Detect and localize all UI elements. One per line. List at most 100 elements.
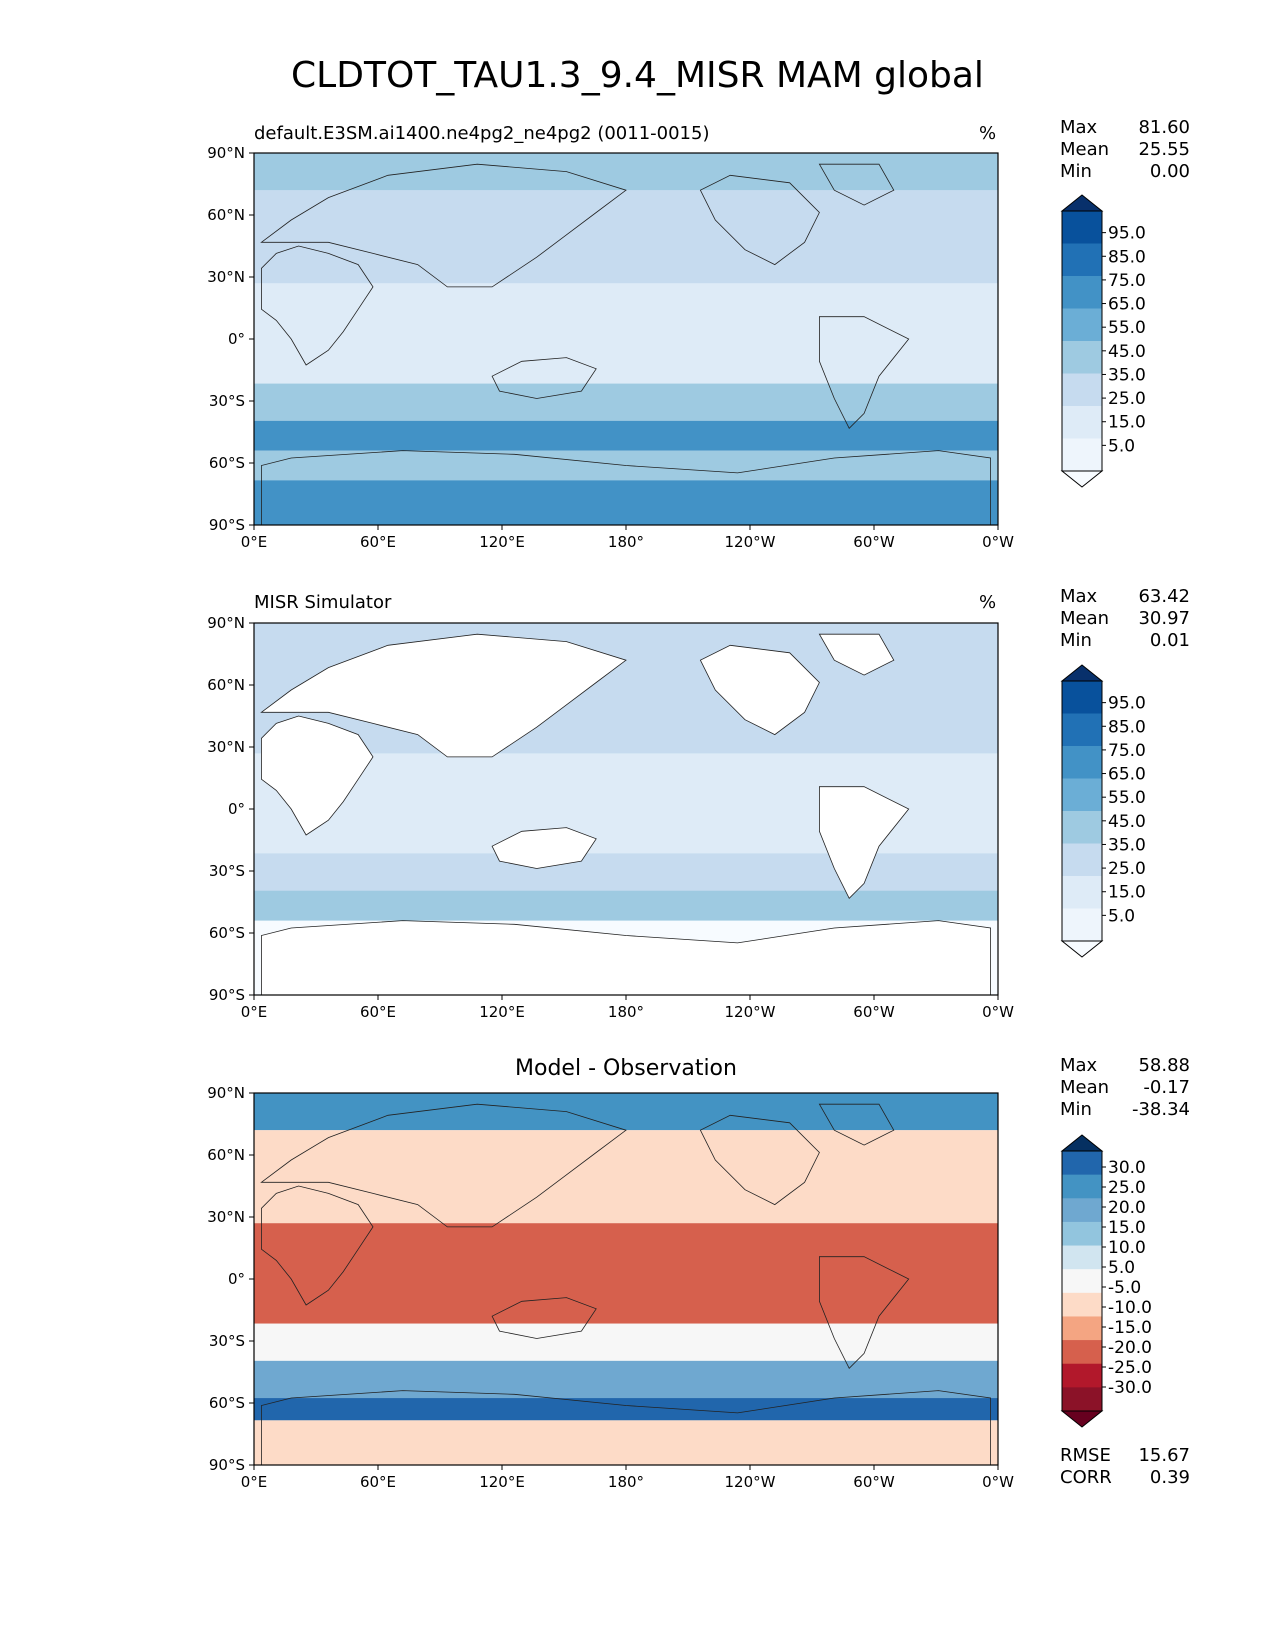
colorbar-extend-max: [1060, 1134, 1104, 1152]
coastline: [260, 633, 627, 758]
coastline: [260, 450, 991, 525]
x-tick-label: 120°E: [479, 1003, 525, 1021]
colorbar-tick-label: 75.0: [1108, 271, 1146, 291]
colorbar-tick-label: 65.0: [1108, 295, 1146, 315]
contour-band: [254, 420, 998, 451]
stat-label-min: Min: [1060, 630, 1092, 651]
colorbar-segment: [1062, 1245, 1102, 1270]
contour-band: [254, 480, 998, 525]
stats-block: Max 81.60 Mean 25.55 Min 0.00: [1060, 117, 1190, 183]
x-tick-label: 0°W: [982, 1003, 1014, 1021]
stats-block: Max 58.88 Mean -0.17 Min -38.34: [1060, 1055, 1190, 1121]
y-tick-label: 90°S: [209, 1456, 245, 1474]
colorbar-tick-label: -20.0: [1108, 1338, 1152, 1358]
stat-label-mean: Mean: [1060, 139, 1110, 160]
stat-label-min: Min: [1060, 1099, 1092, 1120]
colorbar-tick-label: 15.0: [1108, 1218, 1146, 1238]
colorbar-frame: [1061, 680, 1103, 942]
colorbar-tick-label: 5.0: [1108, 436, 1135, 456]
colorbar-tick-label: 35.0: [1108, 365, 1146, 385]
colorbar-frame: [1061, 1150, 1103, 1412]
colorbar-tick-label: 85.0: [1108, 717, 1146, 737]
coastline: [819, 1256, 910, 1369]
x-tick-label: 120°W: [725, 533, 776, 551]
colorbar-segment: [1062, 1292, 1102, 1317]
units-label: %: [979, 123, 997, 144]
x-tick-label: 60°E: [360, 1003, 396, 1021]
x-tick-label: 180°: [608, 533, 644, 551]
map-panel-reference: 0°E 60°E 120°E 180° 120°W 60°W 0°W 90°N 60°N 30°N…: [207, 614, 1146, 1021]
colorbar-tick-label: -30.0: [1108, 1378, 1152, 1398]
colorbar-tick-label: 25.0: [1108, 1178, 1146, 1198]
map-field: [254, 1093, 998, 1465]
colorbar-segment: [1062, 406, 1102, 439]
y-tick-label: 60°S: [209, 1394, 245, 1412]
colorbar-tick-label: 65.0: [1108, 765, 1146, 785]
stat-min: 0.00: [1149, 161, 1190, 182]
colorbar-segment: [1062, 243, 1102, 277]
stat-label-mean: Mean: [1060, 1077, 1110, 1098]
map-panel-test: 0°E 60°E 120°E 180° 120°W 60°W 0°W 90°N 60°N 30°N…: [207, 144, 1146, 551]
x-tick-label: 60°E: [360, 1473, 396, 1491]
colorbar-tick-label: 75.0: [1108, 741, 1146, 761]
colorbar-tick-label: 5.0: [1108, 906, 1135, 926]
coastline: [818, 633, 895, 676]
x-tick-label: 120°E: [479, 533, 525, 551]
y-tick-label: 0°: [228, 1270, 245, 1288]
colorbar-segment: [1062, 1221, 1102, 1247]
colorbar-extend-min: [1060, 1410, 1104, 1428]
y-tick-label: 60°N: [207, 206, 245, 224]
coastline: [260, 715, 374, 836]
colorbar-tick-label: -5.0: [1108, 1278, 1141, 1298]
coastline: [260, 920, 991, 995]
colorbar-tick-label: 25.0: [1108, 389, 1146, 409]
x-tick-label: 60°E: [360, 533, 396, 551]
coastline: [260, 163, 627, 288]
figure-title: CLDTOT_TAU1.3_9.4_MISR MAM global: [291, 55, 984, 96]
contour-band: [254, 1323, 998, 1361]
y-tick-label: 60°N: [207, 676, 245, 694]
stat-label-mean: Mean: [1060, 608, 1110, 629]
colorbar-segment: [1062, 1174, 1102, 1199]
colorbar-tick-label: 85.0: [1108, 247, 1146, 267]
x-tick-label: 180°: [608, 1003, 644, 1021]
stat-max: 81.60: [1138, 117, 1190, 138]
y-tick-label: 90°N: [207, 144, 245, 162]
colorbar-extend-min: [1060, 940, 1104, 958]
map-field: [254, 623, 998, 995]
colorbar-segment: [1062, 778, 1102, 812]
colorbar-tick-label: 15.0: [1108, 883, 1146, 903]
y-tick-label: 90°S: [209, 516, 245, 534]
stat-min: -38.34: [1131, 1099, 1190, 1120]
y-tick-label: 30°S: [209, 392, 245, 410]
y-tick-label: 0°: [228, 330, 245, 348]
contour-band: [254, 890, 998, 921]
contour-band: [254, 153, 998, 191]
colorbar-segment: [1062, 341, 1102, 374]
colorbar-tick-label: 55.0: [1108, 318, 1146, 338]
colorbar-segment: [1062, 681, 1102, 714]
y-tick-label: 0°: [228, 800, 245, 818]
x-tick-label: 0°E: [241, 1003, 268, 1021]
colorbar-segment: [1062, 1387, 1102, 1412]
x-tick-label: 0°W: [982, 1473, 1014, 1491]
x-tick-label: 0°E: [241, 1473, 268, 1491]
coastline: [699, 644, 820, 736]
coastline: [491, 827, 597, 869]
colorbar-segment: [1062, 276, 1102, 309]
x-tick-label: 120°E: [479, 1473, 525, 1491]
y-tick-label: 60°N: [207, 1146, 245, 1164]
colorbar-tick-label: -25.0: [1108, 1358, 1152, 1378]
contour-band: [254, 1223, 998, 1324]
contour-band: [254, 1360, 998, 1399]
colorbar-segment: [1062, 746, 1102, 779]
coastline: [818, 1103, 895, 1146]
coastline: [491, 357, 597, 399]
map-panel-difference: 0°E 60°E 120°E 180° 120°W 60°W 0°W 90°N 60°N 30°N…: [207, 1084, 1152, 1491]
metrics-block: RMSE 15.67 CORR 0.39: [1060, 1445, 1190, 1489]
coastline: [699, 1114, 820, 1206]
colorbar-tick-label: 95.0: [1108, 224, 1146, 244]
colorbar-segment: [1062, 713, 1102, 747]
colorbar-tick-label: -10.0: [1108, 1298, 1152, 1318]
